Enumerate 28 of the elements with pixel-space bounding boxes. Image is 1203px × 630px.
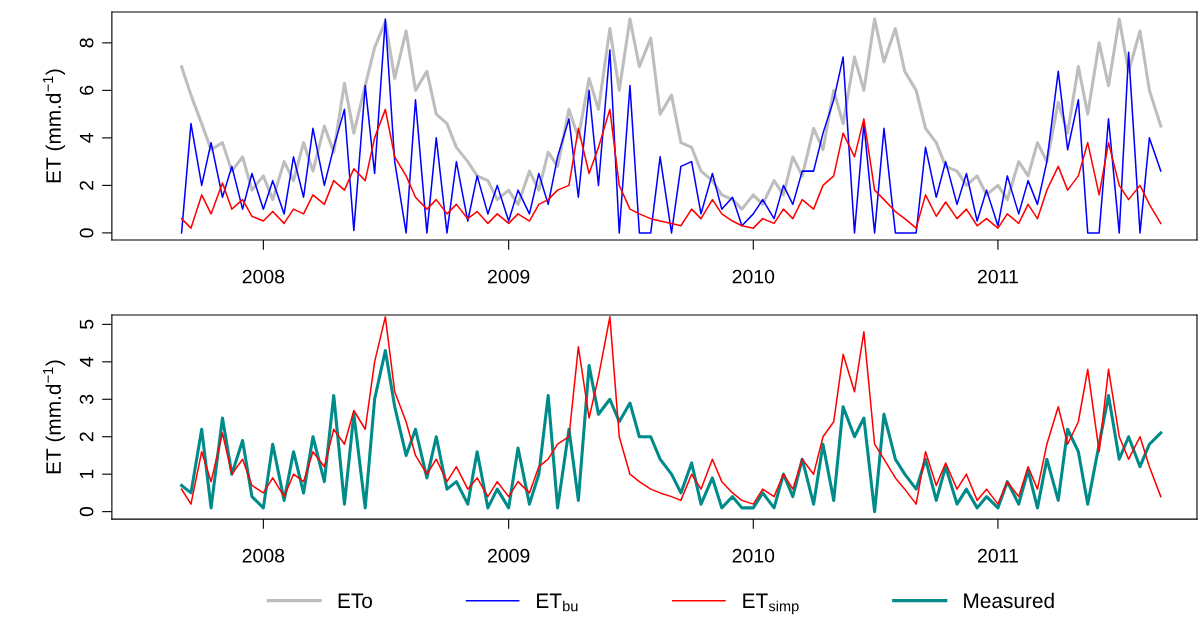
line-series <box>180 108 1162 229</box>
y-tick-label: 4 <box>79 356 94 367</box>
x-tick-label: 2008 <box>242 548 285 563</box>
x-tick-label: 2009 <box>488 548 530 563</box>
y-tick-label: 2 <box>79 180 94 190</box>
y-tick-label: 1 <box>79 469 94 479</box>
y-tick-label: 2 <box>79 432 94 442</box>
y-tick-label: 3 <box>79 394 94 404</box>
y-axis-title: ET (mm.d$^{−1}$) <box>42 69 66 183</box>
line-series <box>180 349 1163 514</box>
x-tick-label: 2008 <box>242 269 285 284</box>
legend-label: Measured <box>964 592 1054 609</box>
x-tick-label: 2011 <box>978 269 1018 284</box>
x-tick-label: 2011 <box>978 548 1018 563</box>
x-tick-label: 2009 <box>488 269 530 284</box>
legend-label: ET$_{bu}$ <box>537 593 578 612</box>
y-tick-label: 4 <box>79 133 94 143</box>
line-series <box>180 316 1162 505</box>
legend-label: ET$_{simp}$ <box>743 593 799 615</box>
y-tick-label: 6 <box>79 85 94 95</box>
y-tick-label: 5 <box>79 319 94 329</box>
y-tick-label: 0 <box>79 228 94 238</box>
y-tick-label: 8 <box>79 38 94 48</box>
x-tick-label: 2010 <box>732 269 775 284</box>
x-tick-label: 2010 <box>732 548 775 563</box>
legend-label: ETo <box>338 593 372 609</box>
y-tick-label: 0 <box>79 506 94 517</box>
y-axis-title: ET (mm.d$^{−1}$) <box>42 360 66 474</box>
